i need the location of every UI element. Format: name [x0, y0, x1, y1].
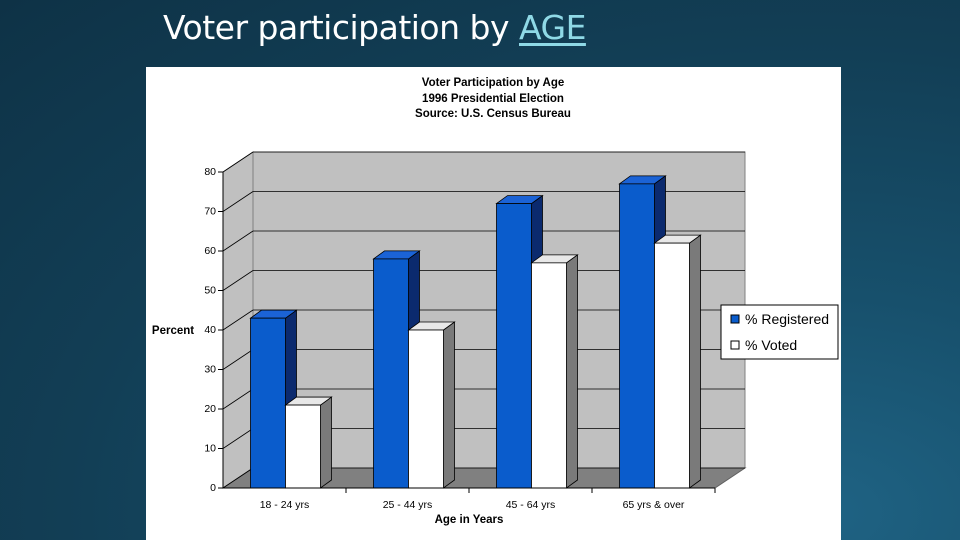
gridline-side-7 — [222, 191, 254, 212]
voter-participation-chart: Voter Participation by Age 1996 Presiden… — [152, 77, 839, 526]
gridline-side-2 — [222, 388, 254, 410]
age-link[interactable]: AGE — [519, 8, 586, 47]
chart-title-line-3: Source: U.S. Census Bureau — [415, 108, 571, 120]
bar-voted-2 — [531, 262, 567, 489]
gridline-side-6 — [222, 230, 254, 252]
y-axis-ticks: 0 10 20 30 40 50 60 70 80 — [204, 166, 223, 494]
y-tick-label-4: 40 — [204, 324, 216, 336]
gridline-side-0 — [222, 467, 254, 489]
y-tick-label-7: 70 — [204, 206, 216, 218]
y-tick-label-3: 30 — [204, 364, 216, 376]
legend-swatch-registered — [730, 314, 740, 324]
slide-title: Voter participation by AGE — [163, 8, 586, 47]
y-tick-label-2: 20 — [204, 403, 216, 415]
gridline-side-3 — [222, 349, 254, 370]
x-tick-label-0: 18 - 24 yrs — [260, 499, 310, 511]
y-axis-label: Percent — [152, 325, 194, 337]
legend-label-voted: % Voted — [745, 337, 797, 353]
chart-legend: % Registered % Voted — [720, 304, 839, 360]
bar-registered-2 — [496, 203, 532, 489]
gridline-side-5 — [222, 270, 254, 291]
x-tick-label-3: 65 yrs & over — [623, 499, 685, 511]
gridline-side-4 — [222, 309, 254, 331]
y-tick-label-1: 10 — [204, 443, 216, 455]
gridline-side-8 — [222, 151, 254, 173]
chart-title-line-1: Voter Participation by Age — [422, 77, 565, 89]
y-tick-label-0: 0 — [210, 482, 216, 494]
bar-voted-0 — [285, 404, 321, 489]
x-tick-label-2: 45 - 64 yrs — [506, 499, 556, 511]
bar-registered-1 — [373, 258, 409, 489]
bar-side-1-0 — [320, 396, 332, 489]
slide-title-text: Voter participation by — [163, 8, 519, 47]
x-tick-label-1: 25 - 44 yrs — [383, 499, 433, 511]
bar-voted-1 — [408, 329, 444, 489]
bar-side-1-1 — [443, 321, 455, 489]
bar-registered-0 — [250, 317, 286, 489]
legend-swatch-voted — [730, 340, 740, 350]
bar-side-1-2 — [566, 254, 578, 489]
y-tick-label-6: 60 — [204, 245, 216, 257]
chart-panel: Voter Participation by Age 1996 Presiden… — [146, 67, 841, 540]
x-axis-ticks: 18 - 24 yrs 25 - 44 yrs 45 - 64 yrs 65 yrs … — [223, 487, 716, 511]
gridline-side-1 — [222, 428, 254, 449]
legend-label-registered: % Registered — [745, 311, 829, 327]
chart-bars — [249, 175, 702, 489]
bar-voted-3 — [654, 242, 690, 489]
bar-side-1-3 — [689, 234, 701, 489]
x-axis-label: Age in Years — [435, 514, 504, 526]
chart-title-line-2: 1996 Presidential Election — [422, 93, 564, 105]
bar-registered-3 — [619, 183, 655, 489]
y-tick-label-8: 80 — [204, 166, 216, 178]
legend-box — [720, 304, 839, 360]
y-tick-label-5: 50 — [204, 285, 216, 297]
